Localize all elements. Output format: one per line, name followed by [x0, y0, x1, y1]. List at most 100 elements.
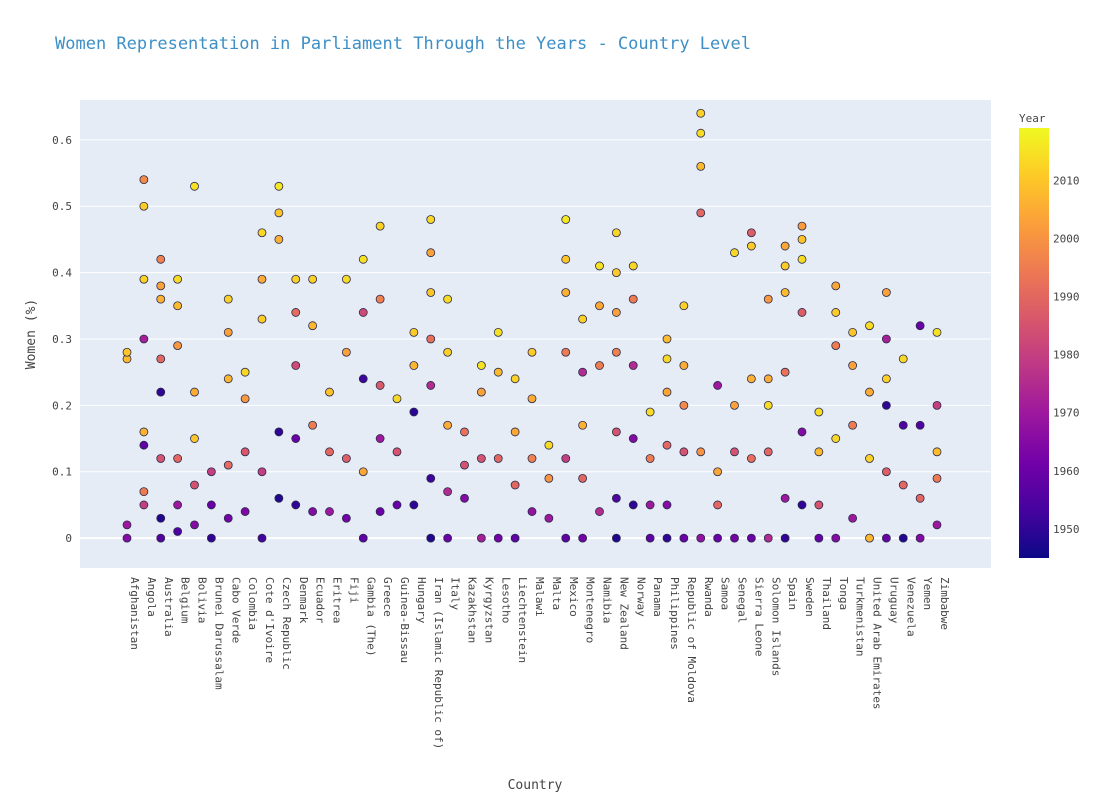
data-point [375, 221, 385, 231]
data-point [190, 387, 199, 397]
data-point [426, 215, 436, 224]
data-point [341, 513, 351, 523]
colorbar-tick-label: 1970 [1053, 407, 1080, 420]
data-point [206, 467, 216, 477]
data-point [156, 533, 166, 543]
y-tick-label: 0.4 [52, 267, 72, 280]
data-point [122, 347, 132, 357]
data-point [881, 288, 891, 297]
colorbar-tick-label: 1950 [1053, 523, 1080, 536]
data-point [662, 354, 672, 364]
data-point [308, 274, 318, 284]
data-point [611, 268, 621, 277]
data-point [426, 473, 436, 483]
colorbar-tick-label: 1980 [1053, 349, 1080, 362]
data-point [325, 507, 334, 516]
data-point [915, 533, 925, 543]
x-tick-label: Kyrgyzstan [482, 577, 495, 643]
data-point [308, 321, 318, 331]
data-point [763, 374, 773, 384]
x-tick-label: Uruguay [887, 577, 900, 624]
data-point [358, 467, 368, 477]
data-point [139, 175, 149, 185]
data-point [932, 400, 942, 410]
data-point [628, 434, 638, 443]
data-point [358, 374, 368, 384]
y-tick-label: 0.1 [52, 466, 72, 479]
data-point [291, 274, 301, 284]
colorbar: Year 1950 1960 1970 1980 1990 2000 2010 [1019, 112, 1080, 558]
data-point [240, 447, 250, 457]
data-point [206, 500, 216, 510]
y-tick-label: 0.5 [52, 200, 72, 213]
data-point [611, 427, 621, 437]
data-point [156, 513, 166, 523]
data-point [578, 533, 588, 543]
data-point [696, 128, 706, 138]
x-tick-label: Mexico [567, 577, 580, 617]
colorbar-title: Year [1019, 112, 1046, 125]
data-point [881, 374, 891, 384]
data-point [797, 221, 807, 231]
data-point [915, 321, 925, 331]
data-point [257, 533, 267, 543]
data-point [611, 533, 621, 543]
x-tick-label: Guinea-Bissau [398, 577, 411, 663]
data-point [797, 500, 807, 510]
data-point [763, 400, 773, 410]
data-point [274, 493, 284, 503]
x-axis-title: Country [508, 778, 563, 793]
x-tick-label: Cabo Verde [229, 577, 242, 643]
data-point [443, 347, 453, 357]
data-point [190, 434, 199, 443]
x-tick-label: Sierra Leone [752, 577, 765, 656]
data-point [679, 400, 689, 410]
data-point [392, 447, 402, 457]
data-points [122, 108, 942, 543]
data-point [476, 387, 486, 397]
x-tick-label: Italy [449, 577, 462, 610]
data-point [696, 533, 706, 543]
data-point [595, 361, 604, 370]
x-tick-label: Cote d'Ivoire [263, 577, 276, 663]
data-point [780, 533, 790, 543]
data-point [291, 500, 301, 510]
data-point [865, 387, 874, 397]
data-point [443, 487, 453, 497]
data-point [257, 228, 267, 238]
data-point [578, 367, 588, 377]
x-tick-label: Samoa [719, 577, 732, 610]
data-point [578, 314, 588, 324]
data-point [814, 447, 824, 457]
data-point [578, 420, 588, 430]
data-point [190, 520, 199, 530]
x-axis-ticks: Afghanistan Angola Australia Belgium Bolivia… [128, 577, 951, 749]
data-point [730, 248, 739, 258]
x-tick-label: Turkmenistan [854, 577, 867, 656]
data-point [611, 493, 621, 503]
data-point [173, 341, 183, 351]
x-tick-label: Tonga [837, 577, 850, 610]
data-point [848, 327, 858, 337]
data-point [510, 533, 520, 543]
data-point [730, 533, 739, 543]
y-axis-title: Women (%) [24, 299, 39, 369]
data-point [527, 394, 537, 404]
data-point [510, 427, 520, 437]
colorbar-gradient [1019, 128, 1049, 558]
data-point [460, 493, 469, 503]
data-point [865, 321, 874, 331]
data-point [527, 507, 537, 516]
data-point [122, 520, 132, 530]
data-point [156, 454, 166, 463]
data-point [139, 500, 149, 510]
data-point [156, 354, 166, 364]
data-point [561, 288, 571, 297]
data-point [341, 347, 351, 357]
x-tick-label: Malawi [533, 577, 546, 617]
colorbar-tick-label: 1990 [1053, 291, 1080, 304]
colorbar-tick-label: 1960 [1053, 465, 1080, 478]
data-point [257, 467, 267, 477]
data-point [763, 294, 773, 304]
